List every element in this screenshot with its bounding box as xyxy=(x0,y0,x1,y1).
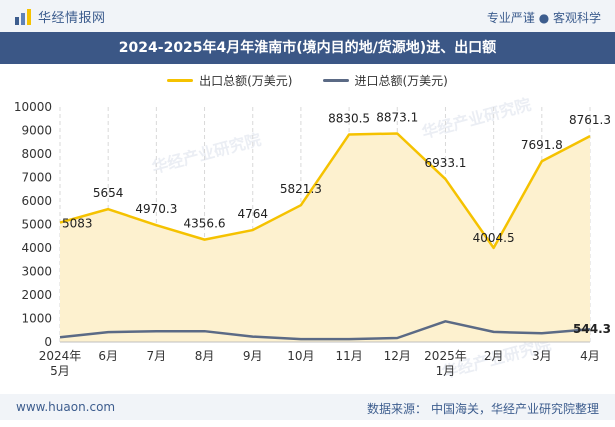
y-tick-label: 2000 xyxy=(21,288,52,302)
legend-label-export: 出口总额(万美元) xyxy=(199,73,293,88)
y-tick-label: 3000 xyxy=(21,265,52,279)
site-url: www.huaon.com xyxy=(16,400,116,414)
x-tick-label: 2月 xyxy=(484,349,504,363)
export-data-label: 6933.1 xyxy=(424,156,466,170)
x-tick-label: 2024年 5月 xyxy=(39,349,82,378)
x-tick-label: 7月 xyxy=(147,349,167,363)
brand-name: 华经情报网 xyxy=(38,11,106,26)
export-data-label: 4970.3 xyxy=(135,202,177,216)
y-tick-label: 8000 xyxy=(21,147,52,161)
x-tick-label: 11月 xyxy=(335,349,362,363)
legend-swatch-export xyxy=(167,78,194,82)
data-labels: 5083 5654 4970.3 4356.6 4764 5821.3 8830.5 8873… xyxy=(62,110,611,336)
export-data-label: 7691.8 xyxy=(521,138,563,152)
y-tick-label: 0 xyxy=(44,335,52,349)
x-tick-label: 9月 xyxy=(243,349,263,363)
x-tick-label: 4月 xyxy=(580,349,600,363)
title-bar: 2024-2025年4月年淮南市(境内目的地/货源地)进、出口额 xyxy=(0,32,615,64)
export-data-label: 8873.1 xyxy=(376,110,418,124)
top-bar: 华经情报网 专业严谨 ● 客观科学 xyxy=(0,0,615,32)
x-tick-label: 6月 xyxy=(98,349,118,363)
export-data-label: 5821.3 xyxy=(280,182,322,196)
import-data-label: 544.3 xyxy=(573,322,611,336)
x-tick-label: 3月 xyxy=(532,349,552,363)
area-layer xyxy=(60,133,590,342)
import-series-line xyxy=(59,320,591,341)
y-tick-label: 5000 xyxy=(21,218,52,232)
y-tick-label: 4000 xyxy=(21,241,52,255)
export-data-label: 8761.3 xyxy=(569,113,611,127)
x-tick-label: 12月 xyxy=(384,349,411,363)
y-tick-label: 1000 xyxy=(21,312,52,326)
y-tick-label: 10000 xyxy=(14,100,52,114)
data-source: 数据来源： 中国海关，华经产业研究院整理 xyxy=(367,400,599,417)
x-tick-label: 2025年 1月 xyxy=(424,349,467,378)
legend-item-export: 出口总额(万美元) xyxy=(167,68,293,92)
huajing-logo-icon xyxy=(15,8,31,25)
x-tick-label: 8月 xyxy=(195,349,215,363)
line-layer xyxy=(59,132,591,341)
data-source-text: 中国海关，华经产业研究院整理 xyxy=(430,402,599,416)
y-tick-label: 9000 xyxy=(21,124,52,138)
y-tick-label: 7000 xyxy=(21,171,52,185)
footer: www.huaon.com 数据来源： 中国海关，华经产业研究院整理 xyxy=(0,394,615,420)
data-source-label: 数据来源： xyxy=(366,402,427,416)
export-data-label: 5083 xyxy=(62,217,93,231)
brand: 华经情报网 xyxy=(14,7,106,26)
export-area xyxy=(60,133,590,342)
x-tick-label: 10月 xyxy=(287,349,314,363)
export-series-line xyxy=(59,132,591,250)
export-data-label: 4764 xyxy=(237,207,268,221)
legend-swatch-import xyxy=(322,78,349,82)
export-data-label: 4356.6 xyxy=(184,217,226,231)
y-tick-label: 6000 xyxy=(21,194,52,208)
legend-label-import: 进口总额(万美元) xyxy=(354,73,448,88)
legend-item-import: 进口总额(万美元) xyxy=(322,68,448,92)
chart-title: 2024-2025年4月年淮南市(境内目的地/货源地)进、出口额 xyxy=(118,40,497,56)
export-data-label: 5654 xyxy=(93,186,124,200)
slogan: 专业严谨 ● 客观科学 xyxy=(486,11,601,25)
axes: 0 1000 2000 3000 4000 5000 6000 7000 8000 9000 100… xyxy=(14,100,600,378)
export-data-label: 8830.5 xyxy=(328,111,370,125)
legend: 出口总额(万美元) 进口总额(万美元) xyxy=(0,68,615,92)
chart-plot: 5083 5654 4970.3 4356.6 4764 5821.3 8830.5 8873… xyxy=(14,100,611,378)
export-data-label: 4004.5 xyxy=(473,231,515,245)
